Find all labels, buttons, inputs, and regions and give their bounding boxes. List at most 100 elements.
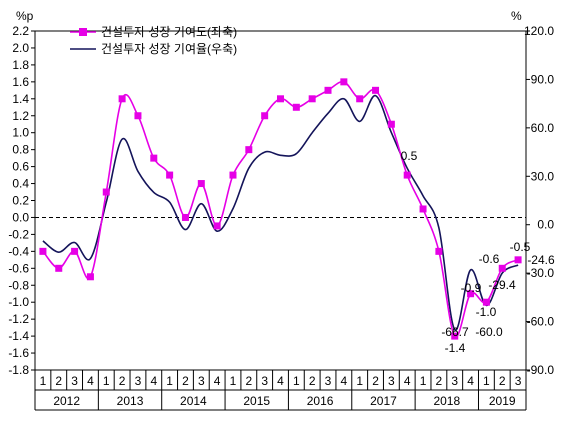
quarter-tick-label: 3 [515, 374, 522, 388]
left-axis-tick-label: 0.0 [12, 210, 29, 224]
contribution-point [229, 171, 237, 179]
series-contribution [39, 78, 522, 340]
quarter-tick-label: 2 [182, 374, 189, 388]
contribution-point [419, 205, 427, 213]
contribution-point [387, 120, 395, 128]
legend-label-contribution-rate: 건설투자 성장 기여율(우축) [101, 42, 237, 56]
contribution-point [356, 95, 364, 103]
quarter-tick-label: 1 [293, 374, 300, 388]
axes: %p %2.22.01.81.61.41.21.00.80.60.40.20.0-… [8, 9, 555, 411]
right-axis-tick-label: 120.0 [524, 24, 554, 38]
contribution-point [102, 188, 110, 196]
left-axis-tick-label: 0.2 [12, 194, 29, 208]
year-tick-label: 2018 [433, 394, 460, 408]
year-tick-label: 2012 [53, 394, 80, 408]
quarter-tick-label: 4 [404, 374, 411, 388]
left-axis-tick-label: 1.4 [12, 92, 29, 106]
year-tick-label: 2014 [180, 394, 207, 408]
quarter-tick-label: 3 [198, 374, 205, 388]
quarter-tick-label: 2 [245, 374, 252, 388]
contribution-point [277, 95, 284, 103]
legend: 건설투자 성장 기여도(좌축) 건설투자 성장 기여율(우축) [70, 25, 237, 56]
contribution-point [245, 146, 253, 154]
contribution-point [435, 247, 443, 255]
quarter-tick-label: 4 [277, 374, 284, 388]
left-axis-tick-label: 0.6 [12, 160, 29, 174]
data-label: 0.5 [401, 149, 418, 163]
contribution-point [86, 273, 94, 281]
left-axis-tick-label: 0.4 [12, 177, 29, 191]
quarter-tick-label: 1 [483, 374, 490, 388]
data-label: -1.0 [476, 305, 497, 319]
right-axis-tick-label: 60.0 [531, 121, 555, 135]
left-axis-tick-label: -0.6 [8, 261, 29, 275]
quarter-tick-label: 3 [451, 374, 458, 388]
contribution-point [292, 103, 300, 111]
data-label: -66.7 [441, 325, 469, 339]
contribution-point [55, 264, 63, 272]
quarter-tick-label: 4 [87, 374, 94, 388]
legend-marker-contribution [79, 28, 87, 36]
quarter-tick-label: 2 [119, 374, 126, 388]
quarter-tick-label: 2 [309, 374, 316, 388]
contribution-point [340, 78, 348, 86]
right-axis-tick-label: -60.0 [527, 315, 555, 329]
contribution-rate-line [42, 94, 519, 331]
contribution-point [181, 213, 189, 221]
right-axis-unit: % [511, 9, 522, 23]
quarter-tick-label: 3 [388, 374, 395, 388]
quarter-tick-label: 4 [214, 374, 221, 388]
contribution-point [514, 256, 522, 264]
contribution-point [451, 332, 459, 340]
right-axis-tick-label: 30.0 [531, 169, 555, 183]
annotations: 0.5 -1.4 -66.7 -0.9 -1.0 -60.0 -0.6 -29.4 -0.5-2… [401, 149, 555, 355]
data-label: -29.4 [488, 278, 516, 292]
left-axis-tick-label: 2.0 [12, 41, 29, 55]
left-axis-tick-label: -0.8 [8, 278, 29, 292]
left-axis-tick-label: 2.2 [12, 24, 29, 38]
right-axis-tick-label: -30.0 [527, 266, 555, 280]
quarter-tick-label: 1 [356, 374, 363, 388]
left-axis-tick-label: 0.8 [12, 143, 29, 157]
contribution-point [134, 112, 142, 120]
left-axis-unit: %p [16, 9, 34, 23]
contribution-point [71, 247, 79, 255]
quarter-tick-label: 1 [420, 374, 427, 388]
contribution-point [324, 86, 332, 94]
left-axis-tick-label: -1.8 [8, 363, 29, 377]
quarter-tick-label: 1 [40, 374, 47, 388]
quarter-tick-label: 4 [341, 374, 348, 388]
contribution-point [482, 298, 490, 306]
contribution-point [197, 180, 205, 188]
year-tick-label: 2017 [370, 394, 397, 408]
left-axis-tick-label: -1.2 [8, 312, 29, 326]
contribution-point [39, 247, 47, 255]
series-contribution-rate [42, 94, 519, 331]
year-tick-label: 2016 [307, 394, 334, 408]
quarter-tick-label: 1 [230, 374, 237, 388]
quarter-tick-label: 2 [372, 374, 379, 388]
quarter-tick-label: 1 [166, 374, 173, 388]
data-label: -60.0 [475, 325, 503, 339]
right-axis-tick-label: 90.0 [531, 72, 555, 86]
contribution-point [118, 95, 126, 103]
left-axis-tick-label: -1.0 [8, 295, 29, 309]
contribution-point [498, 264, 506, 272]
quarter-tick-label: 4 [150, 374, 157, 388]
contribution-point [308, 95, 316, 103]
quarter-tick-label: 3 [71, 374, 78, 388]
quarter-tick-label: 2 [436, 374, 443, 388]
quarter-tick-label: 2 [55, 374, 62, 388]
left-axis-tick-label: 1.2 [12, 109, 29, 123]
right-axis-tick-label: -90.0 [527, 363, 555, 377]
left-axis-tick-label: 1.8 [12, 58, 29, 72]
data-label: -0.9 [461, 281, 482, 295]
left-axis-tick-label: -1.4 [8, 329, 29, 343]
quarter-tick-label: 1 [103, 374, 110, 388]
legend-label-contribution: 건설투자 성장 기여도(좌축) [101, 25, 237, 39]
data-label: -24.6 [527, 253, 555, 267]
data-label: -0.5 [510, 240, 531, 254]
quarter-tick-label: 4 [467, 374, 474, 388]
contribution-point [213, 222, 221, 230]
